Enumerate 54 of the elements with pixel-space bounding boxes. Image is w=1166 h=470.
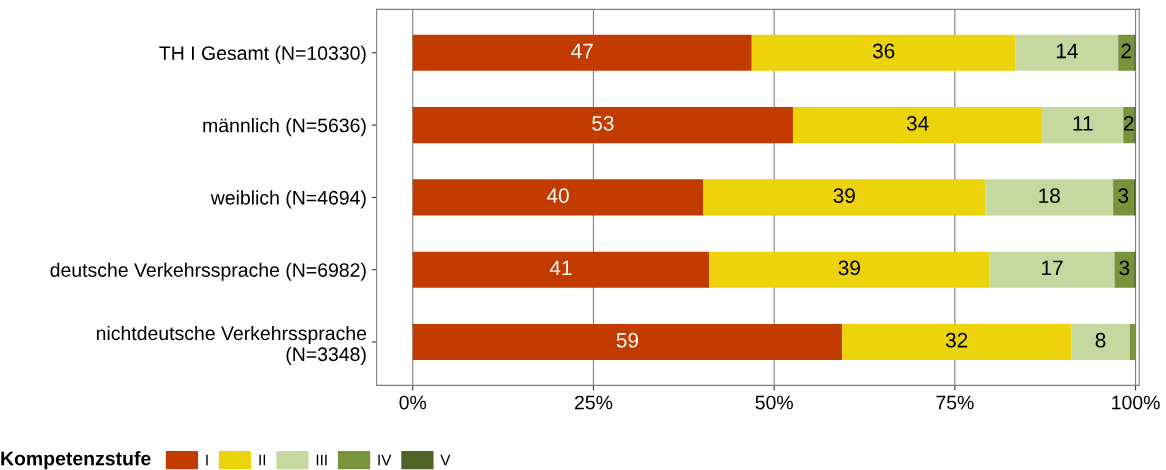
data-label: 53 [592,115,614,131]
data-label: 41 [549,260,572,276]
data-label: 2 [1123,115,1134,131]
data-label: 34 [906,115,929,131]
bar [792,107,1043,144]
bar [412,179,704,216]
data-label: 39 [833,188,855,203]
legend-label: II [259,454,266,466]
bar [842,323,1072,361]
bar [751,34,1016,71]
bar [709,251,990,288]
y-tick-label: TH I Gesamt (N=10330) [159,45,366,64]
y-tick-label: nichtdeutsche Verkehrssprache (N=3348) [96,325,367,365]
x-tick-label: 75% [936,395,974,410]
data-label: 17 [1042,260,1063,276]
x-tick-label: 25% [574,395,613,410]
x-tick-label: 0% [399,395,427,410]
legend-title: Kompetenzstufe [1,451,151,470]
bar [1113,179,1134,216]
data-label: 32 [945,332,968,348]
bar [1133,179,1136,216]
legend-label: V [440,454,451,466]
legend-label: I [206,454,208,466]
data-label: 18 [1039,188,1060,203]
data-label: 59 [616,332,639,348]
data-label: 2 [1121,43,1131,59]
legend-label: III [316,454,327,466]
data-label: 3 [1118,188,1129,203]
bar [412,251,710,288]
data-label: 8 [1095,332,1106,348]
data-label: 39 [838,260,860,276]
data-label: 40 [546,188,569,203]
bar [989,251,1115,288]
x-tick-label: 100% [1112,395,1160,410]
data-label: 11 [1073,116,1093,131]
x-tick-label: 50% [755,395,793,410]
bar [1042,107,1124,144]
y-tick-label: deutsche Verkehrssprache (N=6982) [50,262,366,281]
bar [985,179,1114,216]
data-label: 3 [1119,260,1130,276]
y-tick-label: männlich (N=5636) [203,118,366,137]
y-tick-label: weiblich (N=4694) [210,190,366,209]
bar [412,323,843,361]
data-label: 47 [571,43,593,59]
bar [1129,323,1136,361]
bar [1071,323,1130,361]
bar [1015,34,1119,71]
bar [703,179,986,216]
bar [412,107,793,144]
bar [412,34,752,71]
legend-label: IV [378,454,392,466]
data-label: 36 [872,43,895,59]
bar [1118,34,1135,71]
data-label: 14 [1056,43,1078,59]
